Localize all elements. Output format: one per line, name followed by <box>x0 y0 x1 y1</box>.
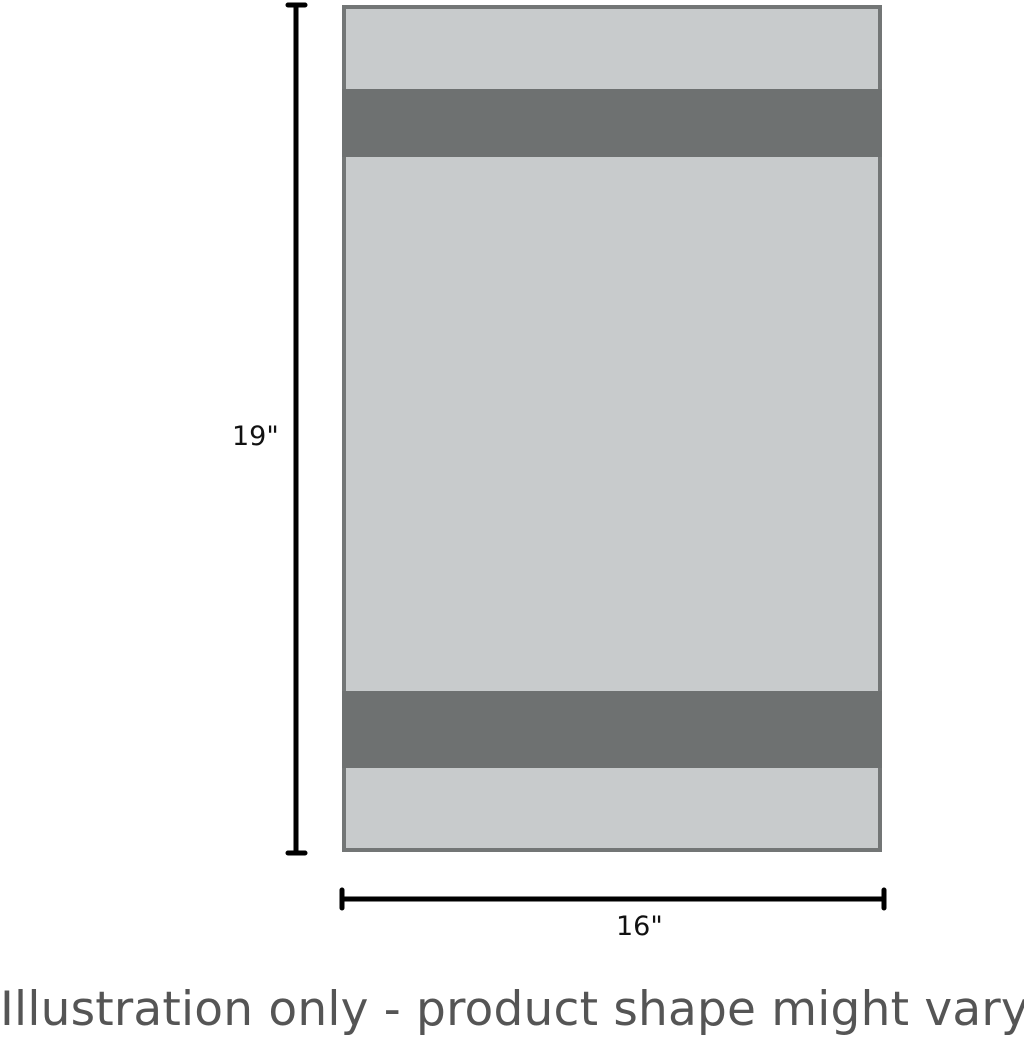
disclaimer-caption: Illustration only - product shape might … <box>0 982 1024 1037</box>
height-dimension-line <box>285 2 308 856</box>
height-label: 19" <box>232 421 279 452</box>
top-band <box>342 89 882 157</box>
width-dimension-line <box>339 887 887 911</box>
width-label: 16" <box>616 911 663 942</box>
bottom-band <box>342 691 882 768</box>
